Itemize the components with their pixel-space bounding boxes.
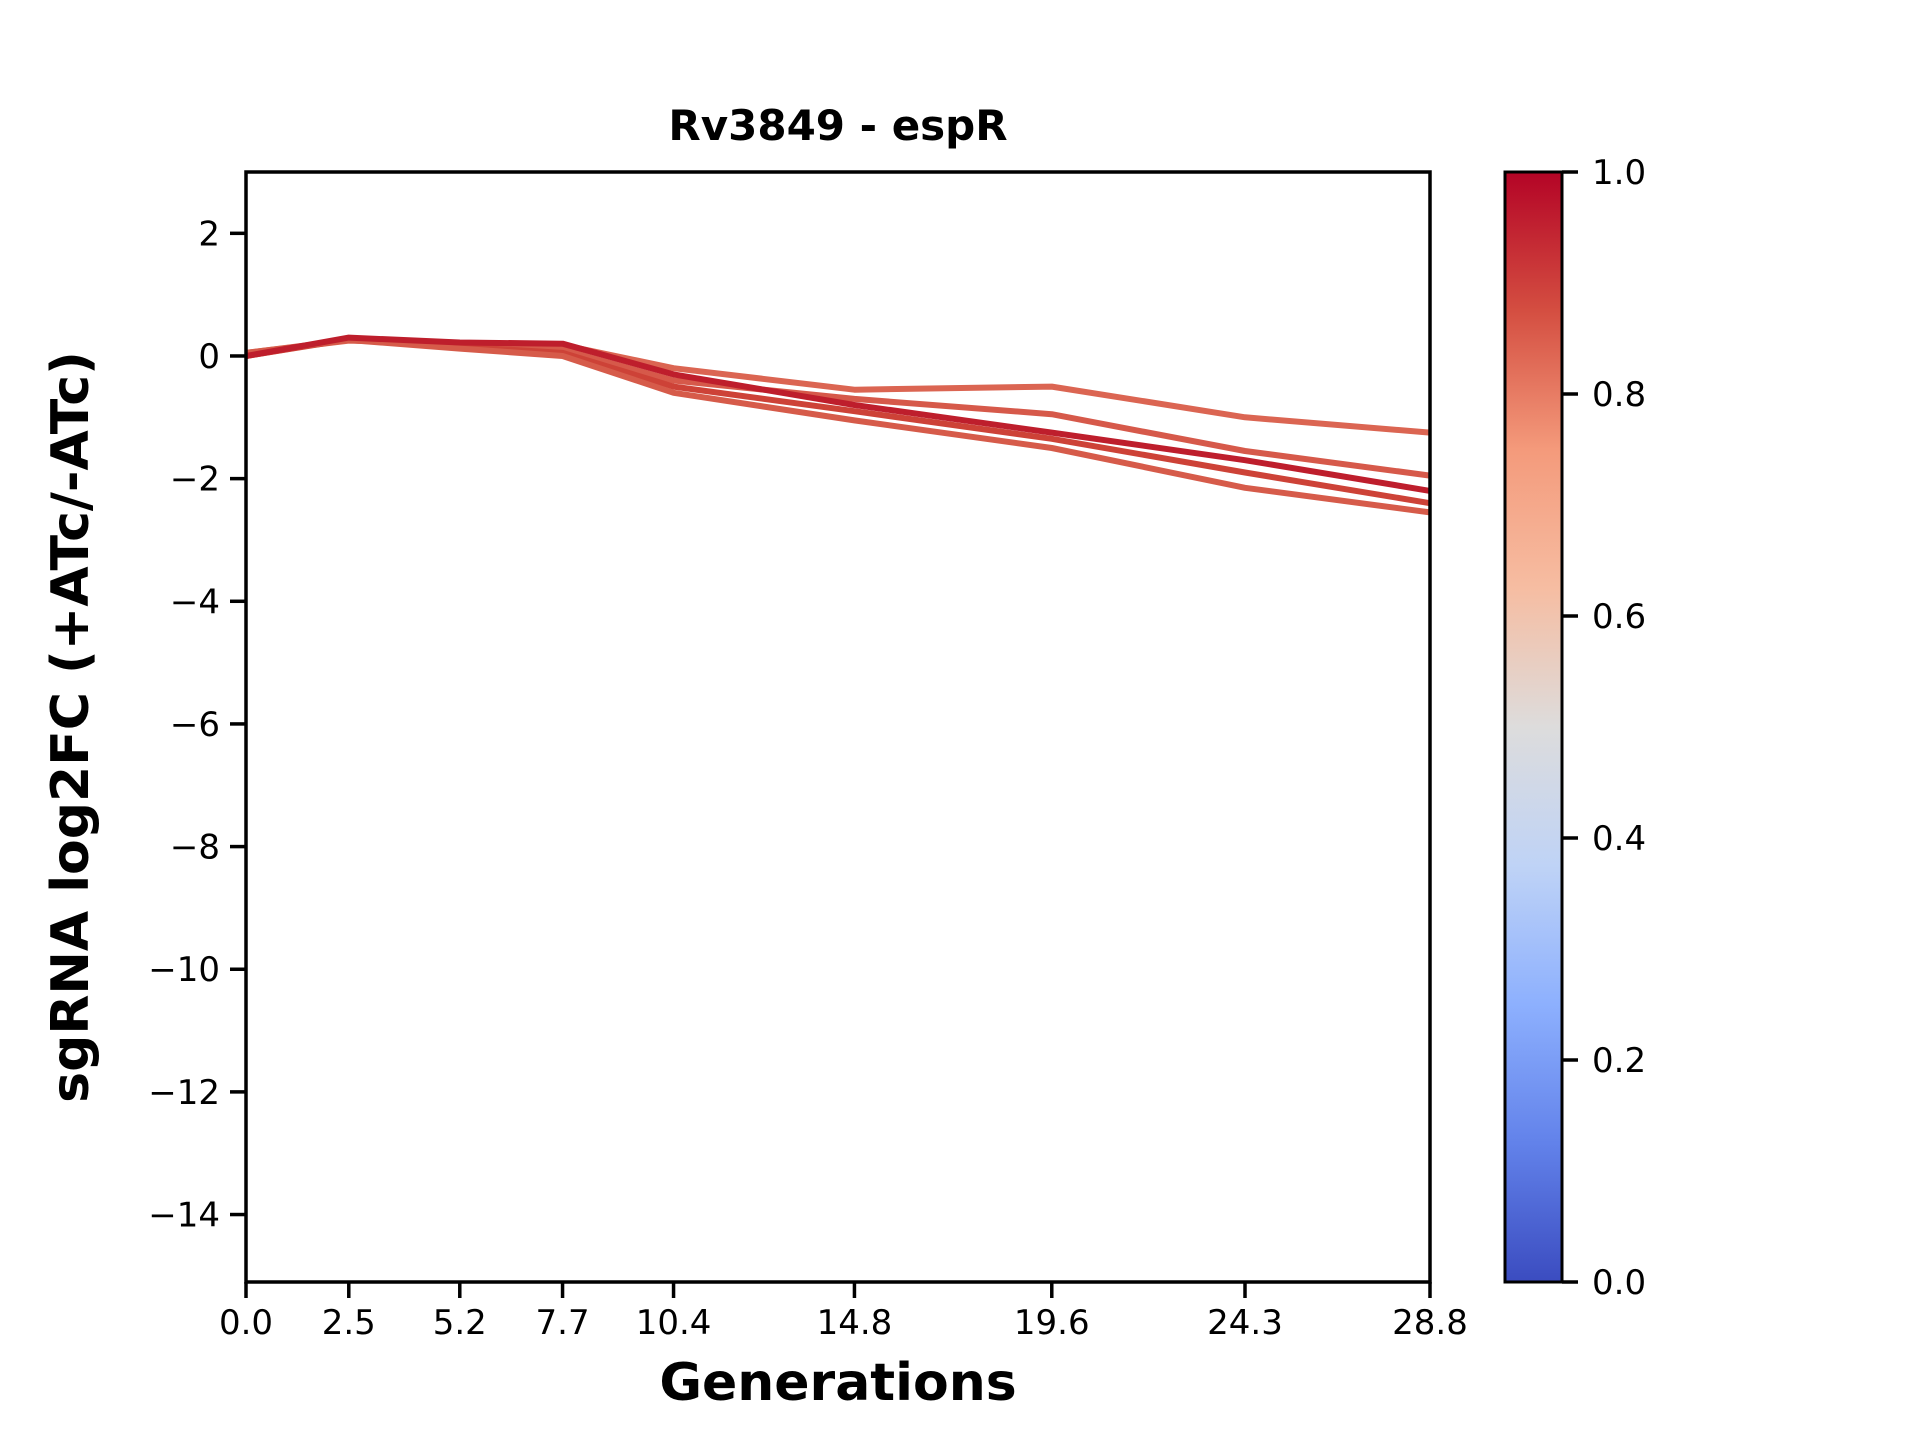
y-tick-label: −10 [148, 950, 220, 990]
series-lines [245, 334, 1431, 516]
y-tick-label: −14 [148, 1196, 220, 1236]
series-line-sgRNA-5 [245, 334, 1431, 494]
x-axis-label: Generations [659, 1353, 1016, 1413]
colorbar-tick-label: 0.8 [1592, 375, 1646, 415]
y-tick-label: −4 [170, 582, 220, 622]
y-tick-label: 0 [198, 337, 220, 377]
x-tick-label: 2.5 [322, 1303, 376, 1343]
colorbar-ticks: 1.0 0.8 0.6 0.4 0.2 0.0 [1562, 153, 1646, 1303]
x-tick-label: 7.7 [536, 1303, 590, 1343]
y-tick-label: −8 [170, 828, 220, 868]
y-tick-label: 2 [198, 214, 220, 254]
x-tick-label: 14.8 [817, 1303, 893, 1343]
colorbar-tick-label: 0.2 [1592, 1041, 1646, 1081]
colorbar-tick-label: 0.4 [1592, 819, 1646, 859]
x-tick-label: 19.6 [1014, 1303, 1090, 1343]
x-axis-ticks: 0.0 2.5 5.2 7.7 10.4 14.8 19.6 24.3 28.8 [219, 1282, 1468, 1343]
colorbar-tick-label: 0.0 [1592, 1263, 1646, 1303]
y-tick-label: −6 [170, 705, 220, 745]
colorbar [1503, 170, 1564, 1284]
x-tick-label: 10.4 [636, 1303, 712, 1343]
colorbar-tick-label: 1.0 [1592, 153, 1646, 193]
x-tick-label: 0.0 [219, 1303, 273, 1343]
x-tick-label: 5.2 [433, 1303, 487, 1343]
series-line-sgRNA-4 [245, 337, 1431, 516]
plot-border [244, 170, 1432, 1284]
y-axis-label: sgRNA log2FC (+ATc/-ATc) [41, 351, 101, 1103]
x-tick-label: 28.8 [1392, 1303, 1468, 1343]
y-tick-label: −2 [170, 460, 220, 500]
chart-title: Rv3849 - espR [668, 101, 1007, 150]
y-tick-label: −12 [148, 1073, 220, 1113]
colorbar-tick-label: 0.6 [1592, 597, 1646, 637]
y-axis-ticks: 2 0 −2 −4 −6 −8 −10 −12 −14 [148, 214, 246, 1236]
series-line-sgRNA-3 [245, 336, 1431, 507]
x-tick-label: 24.3 [1207, 1303, 1283, 1343]
